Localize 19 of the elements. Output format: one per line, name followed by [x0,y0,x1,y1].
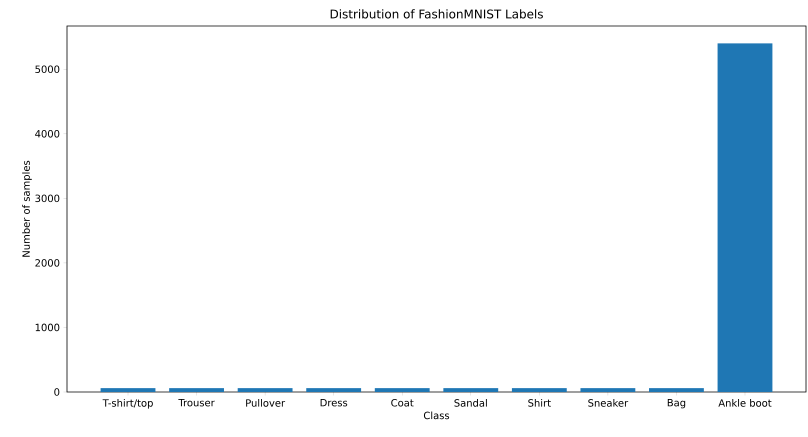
x-tick-label: Coat [391,399,414,407]
x-tick-label: Ankle boot [718,399,772,407]
y-tick-label: 4000 [35,130,60,138]
y-tick-label: 2000 [35,259,60,267]
x-tick-label: Trouser [178,399,215,406]
y-tick-label: 5000 [35,65,60,74]
y-tick-label: 1000 [36,324,60,332]
x-tick-label: Bag [668,399,686,408]
x-tick-label: Shirt [528,399,551,407]
x-tick-label: Pullover [246,399,286,407]
x-tick-label: Sneaker [588,399,628,407]
y-tick-label: 0 [54,388,60,396]
x-axis-title: Class [424,411,450,420]
y-axis-title: Number of samples [22,160,32,257]
y-tick-label: 3000 [35,194,60,202]
x-tick-label: Dress [320,399,348,406]
chart-title: Distribution of FashionMNIST Labels [330,9,543,19]
x-tick-label: T-shirt/top [102,399,153,409]
x-tick-label: Sandal [454,399,487,407]
